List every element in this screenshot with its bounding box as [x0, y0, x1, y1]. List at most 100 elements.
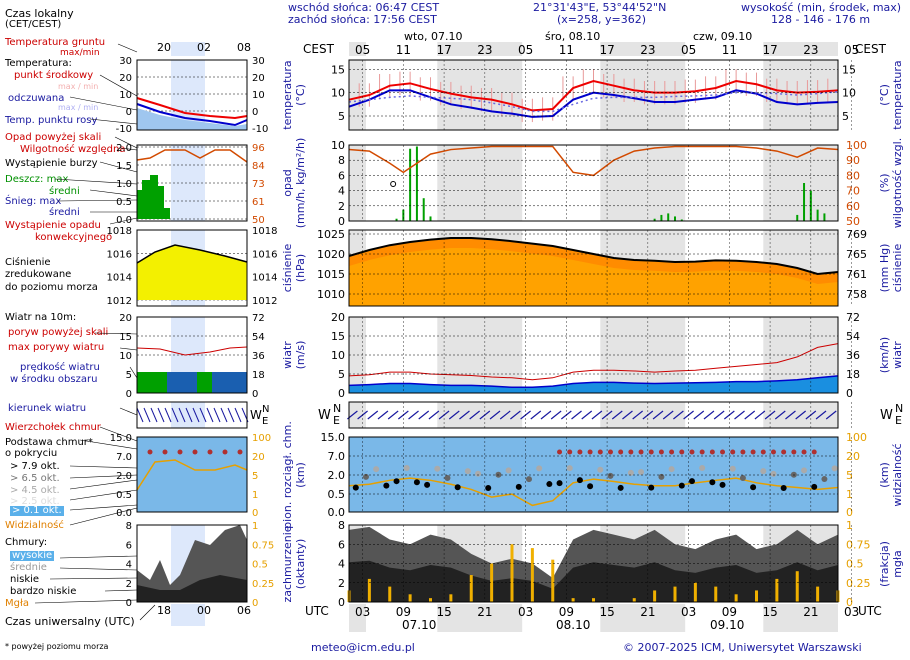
left-axis-unit-precip: (mm/h, kg/m²/h): [294, 138, 307, 229]
panel-frame-wind: [348, 316, 839, 394]
cloud-top-dot: [577, 449, 583, 455]
cloud-base-dot: [424, 481, 431, 488]
clouds-tick-left: 8: [338, 519, 345, 532]
wind-arrow: [611, 410, 623, 420]
snow-mean-label: średni: [49, 207, 80, 218]
cloud-base-dot: [739, 475, 746, 482]
panel-bg-prec: [349, 145, 838, 221]
coords-text: 21°31'43"E, 53°44'52"N: [533, 1, 667, 14]
cloud-top-dot: [628, 449, 634, 455]
legend-leader: [69, 504, 138, 511]
wind-title: Wiatr na 10m:: [5, 312, 77, 323]
mini-wind-arrow: [199, 407, 207, 423]
very-low-clouds-label: bardzo niskie: [10, 586, 77, 597]
felt-temp-label: odczuwana: [8, 93, 65, 104]
mini-panel-frame-prec: [136, 144, 248, 222]
wind-arrow: [754, 410, 766, 420]
mini-wind-tick: 10: [119, 351, 132, 362]
mini-fog-tick: 0.25: [252, 579, 274, 590]
mini-temp-tick-r: -10: [252, 124, 268, 135]
cloud-base-dot: [770, 470, 777, 477]
mini-temp-tick: 20: [119, 73, 132, 84]
wind-arrow: [469, 410, 481, 420]
mini-wind-tick: 5: [126, 370, 132, 381]
hour-tick-top: 11: [722, 43, 737, 57]
right-axis-label-precip: wilgotność wzgl.: [891, 138, 904, 228]
footnote: * powyżej poziomu morza: [5, 642, 109, 651]
mini-night-bottom: [171, 604, 205, 626]
panel-frame-dir: [348, 401, 839, 429]
local-time-label: Czas lokalny: [5, 7, 74, 20]
fog-bar: [632, 598, 636, 602]
hour-tick-top: 17: [599, 43, 614, 57]
mini-night-top: [171, 42, 205, 56]
cloud-base-dot: [617, 484, 624, 491]
cloud-base-dot: [709, 479, 716, 486]
pressure-tick-right: 758: [846, 288, 867, 301]
mini-panel-frame-temp: [136, 59, 248, 131]
fog-bar: [592, 598, 595, 602]
hour-tick-bottom: 21: [477, 605, 492, 619]
cbase-tick-left: 0.0: [328, 506, 346, 519]
cloud-top-dot: [730, 449, 736, 455]
cloud-base-dot: [688, 478, 695, 485]
cloud-base-dot: [454, 484, 461, 491]
wind-tick-right: 36: [846, 349, 860, 362]
mini-hum-tick: 73: [252, 179, 265, 190]
wind-arrow: [459, 410, 470, 420]
compass-w-left: W: [318, 408, 331, 423]
wind-arrow: [662, 410, 674, 420]
pressure-tick-left: 1010: [317, 288, 345, 301]
wind-tick-right: 0: [846, 387, 853, 400]
cloud-top-dot: [781, 449, 787, 455]
legend-leader: [69, 96, 138, 111]
fog-tick-right: 0.5: [846, 558, 864, 571]
cloud-top-dot: [638, 449, 644, 455]
humidity-line: [348, 145, 839, 177]
email-link[interactable]: meteo@icm.edu.pl: [311, 641, 415, 654]
hour-tick-bottom: 03: [355, 605, 370, 619]
legend-leader: [119, 347, 138, 351]
cloud-top-dot: [740, 449, 746, 455]
fog-bar: [775, 578, 779, 602]
copyright-text: © 2007-2025 ICM, Uniwersytet Warszawski: [623, 641, 862, 654]
mini-hum-tick: 61: [252, 197, 265, 208]
cloud-base-dot: [515, 483, 522, 490]
right-axis-label-temperature: temperatura: [891, 60, 904, 129]
mini-utc-tick: 06: [237, 604, 251, 617]
compass-w-right: W: [880, 408, 893, 423]
mini-cbase-tick: 15.0: [110, 433, 132, 444]
mini-temp-tick-r: 0: [252, 107, 258, 118]
night-band: [437, 60, 523, 130]
night-band-top: [600, 42, 686, 56]
zone-left: CEST: [303, 42, 334, 56]
mini-temp-tick-r: 10: [252, 90, 265, 101]
wind-arrow: [408, 410, 419, 420]
wind-arrow: [734, 410, 745, 420]
mini-hum-tick: 84: [252, 161, 265, 172]
hour-tick-bottom: 03: [518, 605, 533, 619]
ground-temp-maxmin: max/min: [60, 48, 100, 58]
mini-vis-tick: 1: [252, 490, 258, 501]
cloud-base-dot: [801, 467, 808, 474]
hour-tick-top: 17: [762, 43, 777, 57]
fog-bar: [469, 575, 473, 602]
cloud-top-dot: [699, 449, 705, 455]
mini-wind-area-green: [137, 372, 167, 393]
right-axis-unit-precip: (%): [878, 173, 891, 192]
mini-wind-tick-r: 36: [252, 351, 265, 362]
precip-over-label: Opad powyżej skali: [5, 132, 102, 143]
temp-tick-right: 5: [842, 110, 849, 123]
compass-n-mini: N: [262, 404, 269, 415]
mini-temp-tick: -10: [116, 124, 132, 135]
mini-fog-tick: 0.5: [252, 560, 268, 571]
humidity-tick-right: 50: [846, 215, 860, 228]
mini-low-cloud-area: [137, 575, 247, 602]
temp-tick-left: 15: [331, 63, 345, 76]
right-axis-unit-wind: (km/h): [878, 337, 891, 373]
wind-arrow: [795, 410, 807, 420]
mini-wind-arrow: [234, 407, 242, 423]
convective-label1: Wystąpienie opadu: [5, 220, 101, 231]
day-label-3: czw, 09.10: [693, 30, 753, 43]
cloud-base-dot: [373, 466, 380, 473]
